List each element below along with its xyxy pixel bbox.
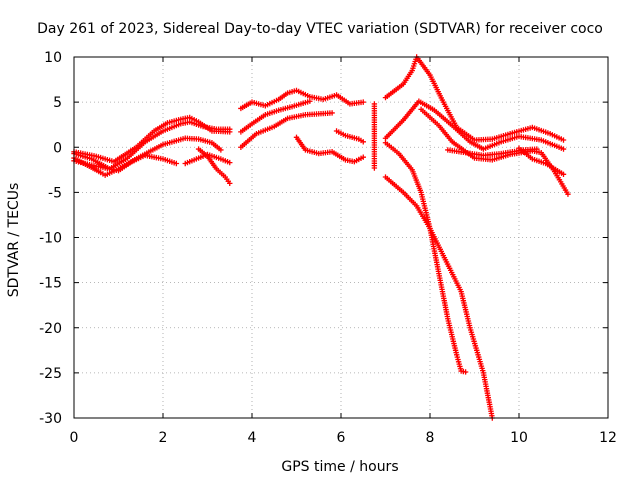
data-point (218, 147, 224, 153)
data-point (560, 137, 567, 143)
chart-title: Day 261 of 2023, Sidereal Day-to-day VTE… (37, 21, 603, 37)
y-tick-label: -20 (39, 321, 62, 337)
data-series (71, 54, 571, 421)
data-point (307, 98, 313, 104)
data-point (560, 171, 567, 178)
data-point (360, 99, 366, 105)
x-tick-label: 12 (599, 430, 617, 446)
tick-labels: 0 2 4 6 8 10 12 -30 -25 -20 -15 -10 -5 0 5 10 (39, 50, 617, 446)
data-point (227, 180, 233, 187)
x-tick-label: 6 (337, 430, 346, 446)
series-track-13 (382, 54, 567, 143)
series-track-14 (382, 98, 567, 152)
plot-frame (73, 56, 609, 419)
grid (74, 57, 608, 418)
x-tick-label: 4 (248, 430, 257, 446)
y-tick-label: -25 (39, 366, 62, 382)
data-point (371, 165, 378, 171)
y-tick-label: -5 (48, 185, 62, 201)
series-track-16 (382, 140, 469, 375)
y-tick-label: -10 (39, 231, 62, 247)
y-tick-label: 10 (44, 50, 62, 66)
y-tick-label: -15 (39, 276, 62, 292)
data-point (227, 159, 233, 166)
data-point (534, 146, 540, 152)
data-point (227, 129, 233, 135)
series-track-7 (238, 87, 366, 112)
data-point (565, 191, 571, 197)
series-track-1 (71, 135, 224, 178)
data-point (462, 369, 469, 375)
series-track-18 (445, 146, 540, 159)
y-tick-label: -30 (39, 411, 62, 427)
data-point (560, 146, 567, 152)
series-track-5 (195, 146, 233, 187)
series-track-6 (182, 151, 233, 167)
series-track-3 (71, 114, 233, 165)
y-tick-label: 0 (53, 140, 62, 156)
series-track-17 (382, 174, 495, 421)
data-point (360, 154, 366, 160)
data-point (329, 110, 335, 116)
series-track-10 (293, 134, 366, 165)
x-axis-title: GPS time / hours (281, 459, 398, 475)
series-track-12 (371, 101, 378, 171)
series-track-9 (238, 110, 335, 150)
y-axis-title: SDTVAR / TECUs (6, 183, 22, 298)
x-tick-label: 2 (159, 430, 168, 446)
series-track-4 (71, 152, 180, 174)
data-point (360, 139, 366, 145)
x-tick-label: 0 (70, 430, 79, 446)
data-point (173, 160, 180, 167)
series-track-8 (238, 98, 313, 135)
series-track-19 (516, 145, 567, 178)
x-tick-label: 8 (426, 430, 435, 446)
series-track-11 (333, 128, 366, 145)
x-tick-label: 10 (510, 430, 528, 446)
y-tick-label: 5 (53, 95, 62, 111)
